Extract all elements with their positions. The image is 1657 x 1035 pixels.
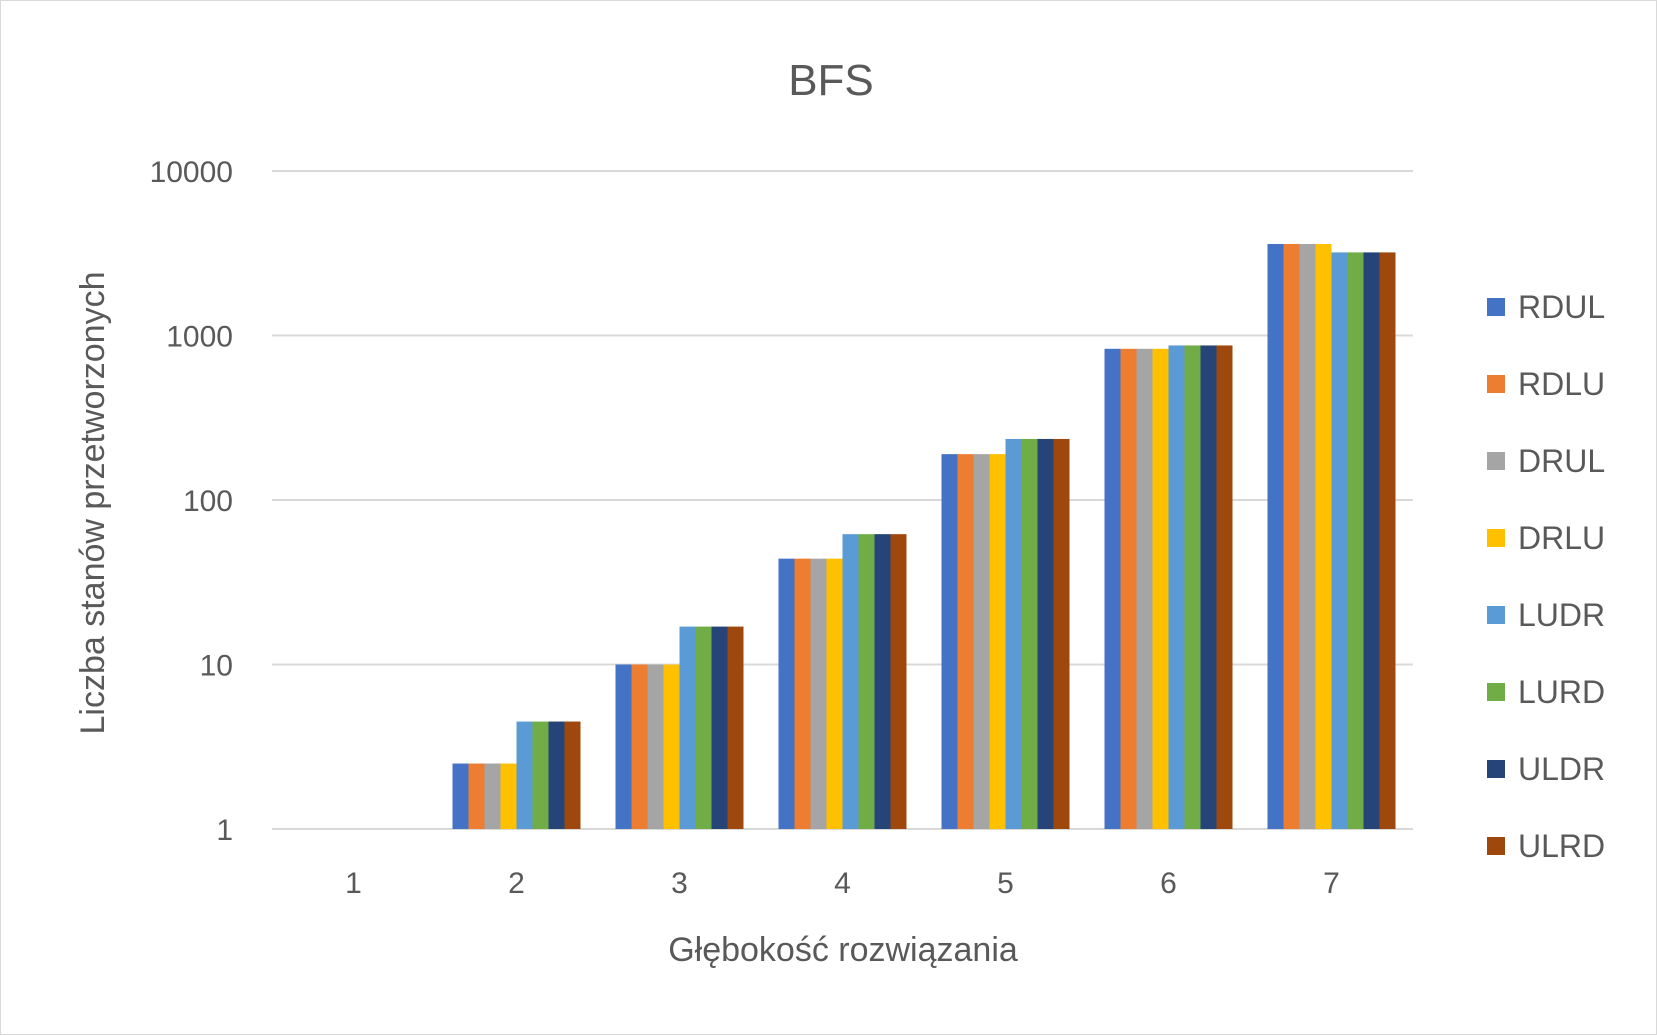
chart-title: BFS: [788, 56, 874, 105]
bar-drlu-2: [500, 763, 517, 829]
bar-uldr-2: [548, 721, 565, 829]
bar-rdul-2: [452, 763, 469, 829]
legend-label-uldr: ULDR: [1518, 751, 1605, 787]
y-tick-label: 10: [200, 650, 233, 683]
bar-uldr-4: [874, 534, 891, 829]
bar-uldr-6: [1200, 345, 1217, 829]
bar-lurd-2: [532, 721, 549, 829]
x-tick-label: 2: [508, 867, 525, 900]
legend-swatch-uldr: [1487, 760, 1505, 778]
bar-rdul-6: [1104, 348, 1121, 829]
bar-ulrd-4: [890, 534, 907, 829]
bar-rdlu-4: [794, 558, 811, 829]
y-tick-labels: 1 10 100 1000 10000: [150, 156, 233, 847]
y-tick-label: 100: [183, 485, 233, 518]
bar-rdlu-3: [631, 664, 648, 829]
legend-swatch-drul: [1487, 452, 1505, 470]
bar-ludr-4: [842, 534, 859, 829]
bar-rdul-3: [615, 664, 632, 829]
bar-drlu-3: [663, 664, 680, 829]
legend-label-lurd: LURD: [1518, 674, 1605, 710]
bar-drul-5: [973, 454, 990, 829]
legend-swatch-ludr: [1487, 606, 1505, 624]
bar-rdlu-5: [957, 454, 974, 829]
bars: [452, 243, 1396, 830]
bar-ludr-7: [1331, 252, 1348, 829]
legend-label-ludr: LUDR: [1518, 597, 1605, 633]
bar-drul-3: [647, 664, 664, 829]
bar-rdul-5: [941, 454, 958, 829]
legend-swatch-drlu: [1487, 529, 1505, 547]
bar-rdlu-6: [1120, 348, 1137, 829]
bar-lurd-6: [1184, 345, 1201, 829]
legend: RDUL RDLU DRUL DRLU LUDR LURD ULDR ULRD: [1487, 289, 1605, 864]
x-tick-label: 4: [834, 867, 851, 900]
y-tick-label: 1000: [166, 321, 233, 354]
legend-swatch-rdlu: [1487, 375, 1505, 393]
bar-rdul-7: [1267, 243, 1284, 830]
bar-drlu-4: [826, 558, 843, 829]
legend-swatch-lurd: [1487, 683, 1505, 701]
legend-swatch-ulrd: [1487, 837, 1505, 855]
bar-ulrd-3: [727, 626, 744, 829]
bar-drul-2: [484, 763, 501, 829]
bar-lurd-4: [858, 534, 875, 829]
bar-drlu-7: [1315, 243, 1332, 830]
x-tick-label: 3: [671, 867, 688, 900]
bar-drlu-6: [1152, 348, 1169, 829]
x-axis-title: Głębokość rozwiązania: [668, 931, 1018, 969]
bar-rdul-4: [778, 558, 795, 829]
bar-drul-4: [810, 558, 827, 829]
legend-label-rdlu: RDLU: [1518, 366, 1605, 402]
bar-ludr-6: [1168, 345, 1185, 829]
y-tick-label: 10000: [150, 156, 233, 189]
bar-ulrd-6: [1216, 345, 1233, 829]
bar-drul-7: [1299, 243, 1316, 830]
bar-lurd-5: [1021, 438, 1038, 829]
x-tick-label: 5: [997, 867, 1014, 900]
x-tick-label: 6: [1160, 867, 1177, 900]
bar-rdlu-7: [1283, 243, 1300, 830]
bar-ludr-2: [516, 721, 533, 829]
legend-label-drul: DRUL: [1518, 443, 1605, 479]
legend-label-drlu: DRLU: [1518, 520, 1605, 556]
legend-swatch-rdul: [1487, 298, 1505, 316]
bar-ulrd-2: [564, 721, 581, 829]
x-tick-label: 7: [1323, 867, 1340, 900]
bar-uldr-3: [711, 626, 728, 829]
bar-lurd-3: [695, 626, 712, 829]
bar-ulrd-5: [1053, 438, 1070, 829]
legend-label-rdul: RDUL: [1518, 289, 1605, 325]
bar-drul-6: [1136, 348, 1153, 829]
bar-rdlu-2: [468, 763, 485, 829]
x-tick-label: 1: [345, 867, 362, 900]
legend-label-ulrd: ULRD: [1518, 828, 1605, 864]
bar-drlu-5: [989, 454, 1006, 829]
y-tick-label: 1: [216, 814, 233, 847]
bar-ulrd-7: [1379, 252, 1396, 829]
bar-ludr-5: [1005, 438, 1022, 829]
x-tick-labels: 1 2 3 4 5 6 7: [345, 867, 1340, 900]
bar-uldr-7: [1363, 252, 1380, 829]
y-axis-title: Liczba stanów przetworzonych: [74, 271, 112, 734]
bar-lurd-7: [1347, 252, 1364, 829]
bar-uldr-5: [1037, 438, 1054, 829]
bar-ludr-3: [679, 626, 696, 829]
